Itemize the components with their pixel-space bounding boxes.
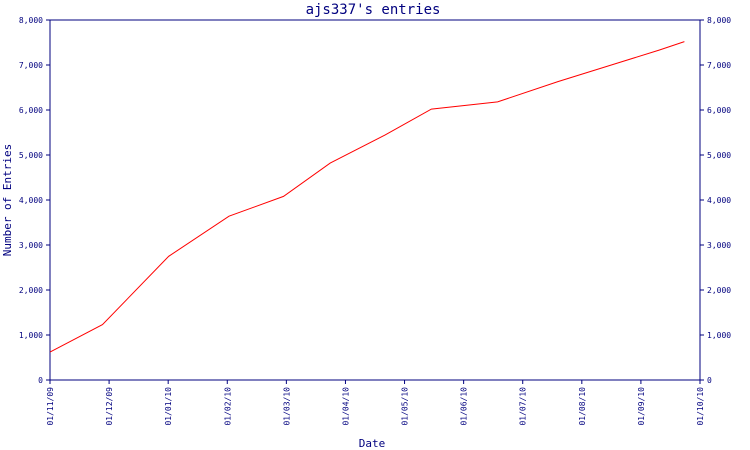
y-tick-label-left: 0	[38, 376, 43, 385]
y-tick-label-right: 4,000	[707, 196, 731, 205]
y-tick-label-right: 2,000	[707, 286, 731, 295]
y-axis-label: Number of Entries	[1, 144, 14, 257]
x-tick-label: 01/07/10	[519, 387, 528, 426]
y-tick-label-right: 6,000	[707, 106, 731, 115]
y-tick-label-left: 2,000	[19, 286, 43, 295]
x-tick-label: 01/01/10	[164, 387, 173, 426]
x-tick-label: 01/03/10	[282, 387, 291, 426]
plot-frame	[49, 19, 701, 381]
x-tick-label: 01/12/09	[105, 387, 114, 426]
x-tick-label: 01/06/10	[460, 387, 469, 426]
chart-title: ajs337's entries	[306, 2, 441, 18]
y-tick-label-right: 8,000	[707, 16, 731, 25]
y-tick-label-left: 1,000	[19, 331, 43, 340]
x-tick-label: 01/10/10	[696, 387, 705, 426]
x-tick-label: 01/05/10	[401, 387, 410, 426]
y-tick-label-left: 8,000	[19, 16, 43, 25]
y-tick-label-left: 6,000	[19, 106, 43, 115]
x-tick-label: 01/08/10	[578, 387, 587, 426]
y-tick-label-right: 3,000	[707, 241, 731, 250]
y-tick-label-left: 3,000	[19, 241, 43, 250]
y-tick-label-left: 7,000	[19, 61, 43, 70]
x-tick-label: 01/09/10	[637, 387, 646, 426]
y-tick-label-right: 1,000	[707, 331, 731, 340]
y-tick-label-left: 5,000	[19, 151, 43, 160]
y-tick-label-right: 5,000	[707, 151, 731, 160]
y-tick-label-right: 7,000	[707, 61, 731, 70]
x-tick-label: 01/02/10	[223, 387, 232, 426]
x-tick-label: 01/04/10	[341, 387, 350, 426]
x-axis: 01/11/09 01/12/09 01/01/10 01/02/10 01/03/10…	[46, 380, 705, 426]
series-line	[49, 41, 685, 353]
series-layer	[49, 41, 685, 353]
y-axis: 0 0 1,000 1,000 2,000 2,000 3,000 3,000 4,000 4,0…	[19, 16, 731, 385]
x-axis-label: Date	[359, 437, 386, 450]
y-tick-label-left: 4,000	[19, 196, 43, 205]
y-tick-label-right: 0	[707, 376, 712, 385]
x-tick-label: 01/11/09	[46, 387, 55, 426]
